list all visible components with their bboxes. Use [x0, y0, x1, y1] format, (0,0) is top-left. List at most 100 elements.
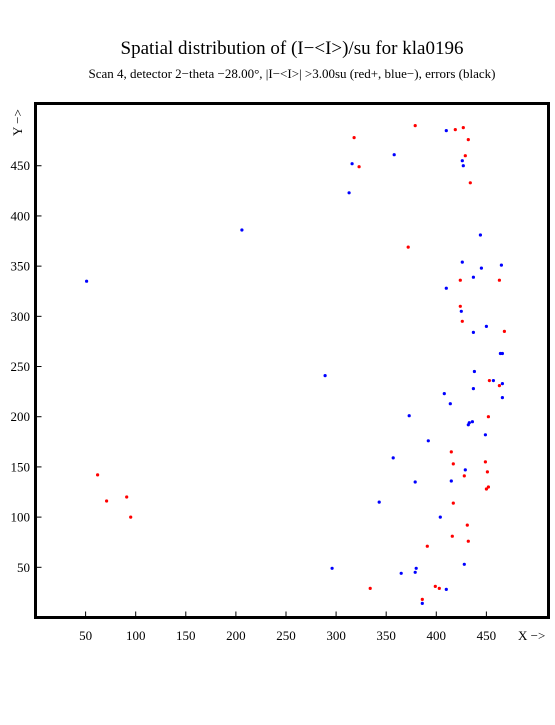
red-point [453, 128, 457, 132]
x-tick-label: 450 [477, 628, 497, 643]
x-axis-label: X −> [518, 628, 545, 643]
y-tick-label: 300 [11, 309, 31, 324]
blue-point [461, 164, 465, 168]
blue-point [444, 129, 448, 133]
blue-point [484, 324, 488, 328]
red-point [352, 136, 356, 140]
y-tick-label: 450 [11, 158, 31, 173]
blue-point [350, 162, 354, 166]
x-axis-ticks: 50 100 150 200 250 300 350 400 450 [79, 611, 497, 643]
y-tick-label: 200 [11, 409, 31, 424]
y-tick-label: 100 [11, 510, 31, 525]
blue-point [442, 392, 446, 396]
red-point [497, 384, 501, 388]
blue-point [470, 420, 474, 424]
blue-point [413, 480, 417, 484]
blue-point [85, 279, 89, 283]
red-point [458, 304, 462, 308]
data-points [85, 124, 506, 606]
blue-point [391, 456, 395, 460]
x-tick-label: 50 [79, 628, 92, 643]
blue-point [472, 369, 476, 374]
blue-point [491, 379, 495, 383]
red-point [413, 124, 417, 128]
blue-point [448, 402, 452, 406]
chart-subtitle: Scan 4, detector 2−theta −28.00°, |I−<I>… [88, 66, 496, 81]
blue-point [407, 414, 411, 418]
red-point [433, 584, 437, 589]
blue-point [500, 382, 504, 386]
blue-point [438, 515, 442, 519]
red-point [466, 138, 470, 142]
red-point [462, 474, 466, 478]
red-point [105, 499, 109, 503]
red-point [486, 415, 490, 419]
blue-point [377, 500, 381, 504]
red-point [484, 487, 488, 491]
blue-point [459, 309, 463, 313]
blue-point [392, 153, 396, 157]
red-point [368, 586, 372, 591]
red-point [460, 319, 464, 323]
red-point [465, 523, 469, 527]
red-point [466, 539, 470, 543]
blue-point [498, 351, 502, 356]
x-tick-label: 300 [326, 628, 346, 643]
red-point [96, 473, 100, 477]
red-point [420, 597, 424, 602]
blue-point [462, 562, 466, 566]
y-tick-label: 250 [11, 359, 31, 374]
red-point [129, 515, 133, 519]
blue-point [330, 566, 334, 570]
x-tick-label: 150 [176, 628, 196, 643]
plot-frame [34, 102, 550, 619]
y-tick-label: 400 [11, 208, 31, 223]
blue-point [471, 330, 475, 334]
x-tick-label: 350 [376, 628, 396, 643]
red-point [461, 126, 465, 130]
blue-point [466, 423, 470, 427]
x-tick-label: 100 [126, 628, 146, 643]
blue-point [444, 587, 448, 592]
red-point [487, 379, 491, 383]
blue-point [478, 233, 482, 237]
red-point [486, 485, 490, 489]
blue-point [240, 228, 244, 232]
blue-point [420, 601, 424, 606]
red-point [425, 544, 429, 548]
blue-point [500, 396, 504, 400]
blue-point [449, 479, 453, 483]
red-point [357, 165, 361, 169]
blue-point [460, 159, 464, 163]
x-tick-label: 200 [226, 628, 246, 643]
blue-point [414, 566, 418, 570]
red-point [125, 495, 129, 499]
red-point [485, 470, 489, 474]
y-tick-label: 150 [11, 459, 31, 474]
red-point [437, 586, 441, 591]
blue-point [347, 191, 351, 195]
blue-point [413, 570, 417, 574]
blue-point [471, 387, 475, 391]
red-point [468, 181, 472, 185]
chart-title: Spatial distribution of (I−<I>)/su for k… [120, 38, 464, 59]
blue-point [483, 433, 487, 437]
blue-point [399, 571, 403, 575]
red-point [406, 245, 410, 249]
blue-point [463, 468, 467, 472]
blue-point [471, 275, 475, 279]
red-point [458, 278, 462, 282]
y-axis-ticks: 50 100 150 200 250 300 350 400 450 [11, 158, 42, 575]
red-point [451, 462, 455, 466]
red-point [483, 460, 487, 464]
blue-point [479, 266, 483, 270]
y-tick-label: 350 [11, 259, 31, 274]
red-point [451, 501, 455, 505]
blue-point [323, 374, 327, 378]
blue-point [499, 263, 503, 267]
red-point [450, 534, 454, 538]
x-tick-label: 250 [276, 628, 296, 643]
red-point [497, 278, 501, 282]
y-tick-label: 50 [17, 560, 30, 575]
red-point [449, 450, 453, 454]
